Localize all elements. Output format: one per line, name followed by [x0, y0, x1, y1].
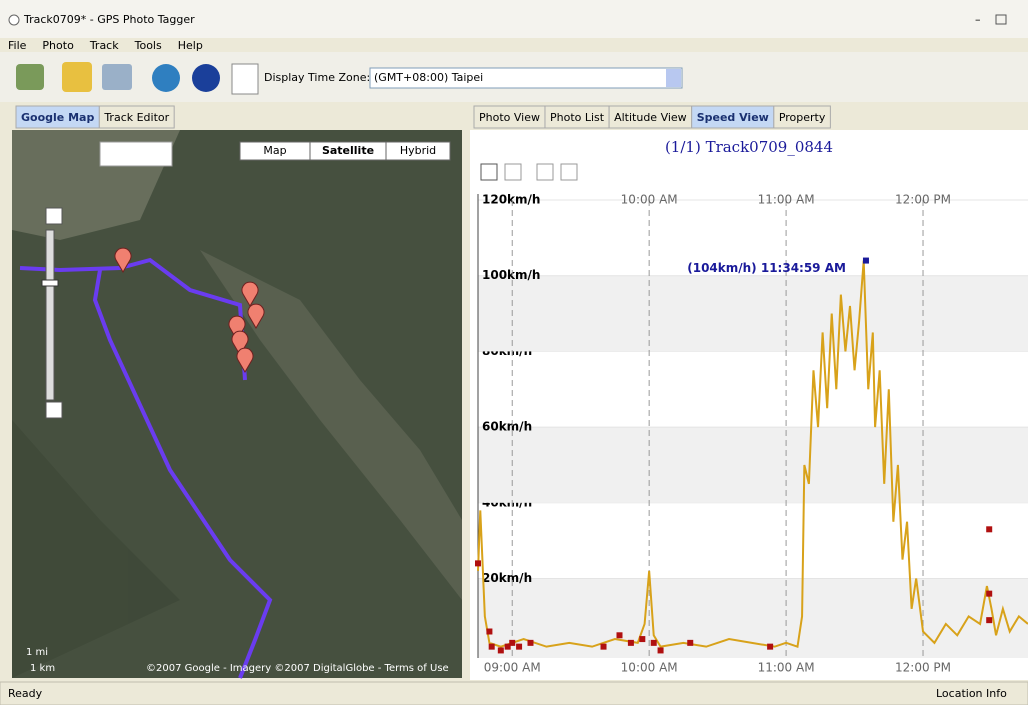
y-tick-label: 100km/h	[482, 268, 540, 282]
tab[interactable]: Photo View	[474, 106, 545, 128]
tab-label: Altitude View	[614, 111, 687, 124]
tab-label: Speed View	[697, 111, 769, 124]
y-tick-label: 20km/h	[482, 571, 532, 585]
photo-point[interactable]	[527, 640, 533, 646]
x-tick-label: 10:00 AM	[621, 661, 678, 675]
tab[interactable]: Track Editor	[99, 106, 174, 128]
tool-icon[interactable]	[102, 64, 132, 90]
tool-icon[interactable]	[62, 62, 92, 92]
photo-point[interactable]	[616, 632, 622, 638]
map-mode-icons[interactable]	[100, 142, 172, 166]
status-text: Ready	[8, 687, 43, 700]
tab-label: Property	[779, 111, 826, 124]
zoom-slider[interactable]	[46, 230, 54, 400]
photo-point[interactable]	[986, 591, 992, 597]
zoom-out[interactable]	[505, 164, 521, 180]
tab-label: Google Map	[21, 111, 94, 124]
grid-band	[478, 276, 1028, 352]
grid-band	[478, 427, 1028, 503]
photo-point[interactable]	[687, 640, 693, 646]
scale-km: 1 km	[30, 663, 55, 674]
tool-icon[interactable]	[16, 64, 44, 90]
peak-marker	[863, 258, 869, 264]
map-copyright: ©2007 Google - Imagery ©2007 DigitalGlob…	[146, 663, 449, 674]
tab[interactable]: Property	[774, 106, 831, 128]
app-icon	[9, 15, 19, 25]
photo-point[interactable]	[651, 640, 657, 646]
tab[interactable]: Speed View	[692, 106, 774, 128]
peak-annotation: (104km/h) 11:34:59 AM	[687, 261, 846, 275]
timezone-label: Display Time Zone:	[264, 71, 370, 84]
x-tick-label-top: 10:00 AM	[621, 193, 678, 207]
photo-point[interactable]	[658, 647, 664, 653]
status-location: Location Info	[936, 687, 1007, 700]
tool-icon[interactable]	[232, 64, 258, 94]
photo-point[interactable]	[509, 640, 515, 646]
tab-label: Photo List	[550, 111, 605, 124]
photo-point[interactable]	[486, 629, 492, 635]
app-window: Track0709* - GPS Photo Tagger – Display …	[0, 0, 1028, 705]
zoom-out[interactable]	[46, 402, 62, 418]
timezone-value: (GMT+08:00) Taipei	[374, 71, 483, 84]
photo-point[interactable]	[489, 644, 495, 650]
minimize[interactable]: –	[975, 13, 981, 26]
zoom-in[interactable]	[46, 208, 62, 224]
zoom-thumb[interactable]	[42, 280, 58, 286]
x-tick-label: 09:00 AM	[484, 661, 541, 675]
map-type-label: Hybrid	[400, 144, 436, 157]
pan-right[interactable]	[561, 164, 577, 180]
menu-item[interactable]: Help	[178, 39, 203, 52]
y-tick-label: 60km/h	[482, 420, 532, 434]
chart-title: (1/1) Track0709_0844	[665, 138, 833, 156]
tool-icon[interactable]	[192, 64, 220, 92]
grid-band	[478, 579, 1028, 658]
x-tick-label-top: 11:00 AM	[758, 193, 815, 207]
tab[interactable]: Photo List	[545, 106, 609, 128]
pan-left[interactable]	[537, 164, 553, 180]
select-arrow[interactable]	[666, 69, 681, 87]
tool-icon[interactable]	[152, 64, 180, 92]
photo-point[interactable]	[516, 644, 522, 650]
x-tick-label: 11:00 AM	[758, 661, 815, 675]
photo-point[interactable]	[475, 560, 481, 566]
map-type-label: Satellite	[322, 144, 374, 157]
tab-label: Track Editor	[103, 111, 169, 124]
photo-point[interactable]	[767, 644, 773, 650]
status-bar	[0, 682, 1028, 705]
tab-label: Photo View	[479, 111, 540, 124]
menu-item[interactable]: File	[8, 39, 27, 52]
photo-point[interactable]	[986, 617, 992, 623]
photo-point[interactable]	[639, 636, 645, 642]
menu-item[interactable]: Tools	[134, 39, 162, 52]
y-tick-label: 120km/h	[482, 193, 540, 207]
photo-point[interactable]	[498, 647, 504, 653]
tab[interactable]: Google Map	[16, 106, 99, 128]
photo-point[interactable]	[628, 640, 634, 646]
window-title: Track0709* - GPS Photo Tagger	[23, 13, 195, 26]
scale-mi: 1 mi	[26, 647, 48, 658]
photo-point[interactable]	[986, 526, 992, 532]
map-type-label: Map	[263, 144, 286, 157]
menu-item[interactable]: Photo	[42, 39, 74, 52]
menu-item[interactable]: Track	[89, 39, 119, 52]
zoom-in[interactable]	[481, 164, 497, 180]
photo-point[interactable]	[601, 644, 607, 650]
x-tick-label-top: 12:00 PM	[895, 193, 951, 207]
x-tick-label: 12:00 PM	[895, 661, 951, 675]
tab[interactable]: Altitude View	[609, 106, 692, 128]
